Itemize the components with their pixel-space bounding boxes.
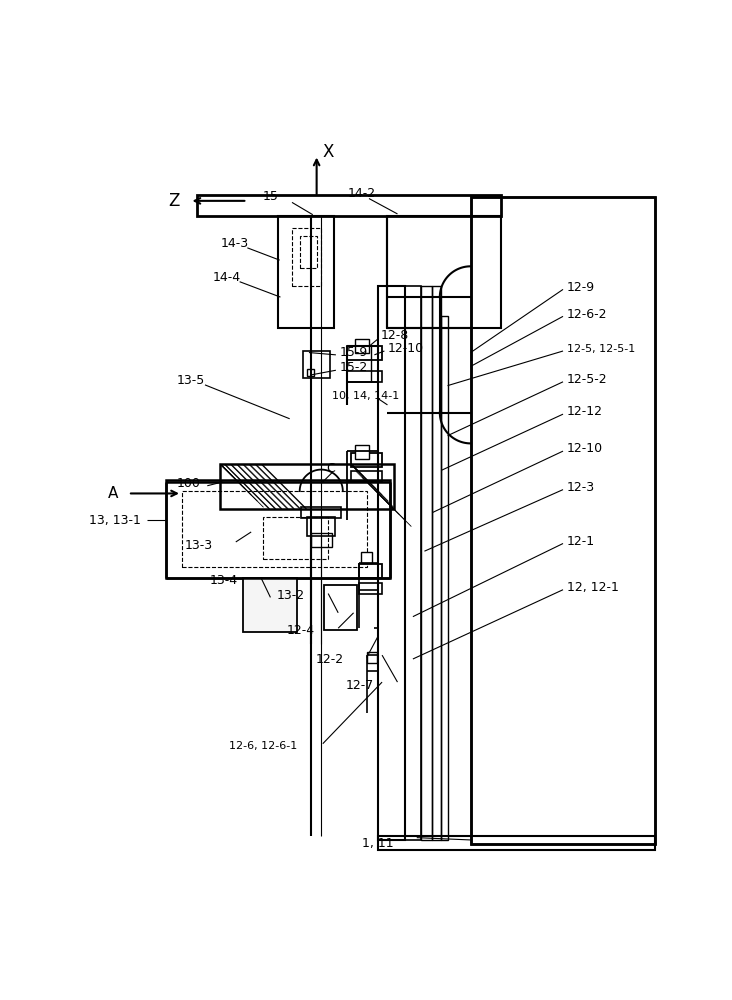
Text: 12-5, 12-5-1: 12-5, 12-5-1 <box>567 344 635 354</box>
Text: 15: 15 <box>263 190 279 204</box>
Text: 14-3: 14-3 <box>220 237 248 250</box>
Bar <box>292 228 321 286</box>
Text: 14-4: 14-4 <box>213 271 241 284</box>
Text: 13-3: 13-3 <box>184 539 213 552</box>
Text: 12-2: 12-2 <box>315 653 343 666</box>
Text: 100: 100 <box>176 477 201 490</box>
Bar <box>362 552 372 563</box>
Bar <box>182 491 367 567</box>
Bar <box>406 286 421 840</box>
Bar <box>421 286 432 840</box>
Bar <box>244 578 297 632</box>
Text: X: X <box>322 143 333 161</box>
Bar <box>359 583 382 594</box>
Text: 12-7: 12-7 <box>346 679 374 692</box>
Bar <box>166 480 389 578</box>
Bar <box>367 652 378 663</box>
Bar <box>263 517 328 559</box>
Text: 1, 11: 1, 11 <box>362 837 394 850</box>
Text: 12-9: 12-9 <box>567 281 595 294</box>
Bar <box>359 564 382 578</box>
Text: 15-9: 15-9 <box>340 346 368 359</box>
Bar <box>441 316 447 840</box>
Bar <box>303 351 330 378</box>
Text: 13-5: 13-5 <box>176 374 205 387</box>
Bar <box>355 445 369 459</box>
Bar <box>311 533 332 547</box>
Text: 12-5-2: 12-5-2 <box>567 373 608 386</box>
Bar <box>471 197 655 844</box>
Text: C: C <box>326 462 335 475</box>
Bar <box>378 286 406 840</box>
Text: 15-2: 15-2 <box>340 361 368 374</box>
Text: A: A <box>108 486 118 501</box>
Bar <box>324 585 356 630</box>
Bar <box>432 286 441 840</box>
Bar <box>387 216 501 328</box>
Bar <box>220 464 394 509</box>
Text: 13-4: 13-4 <box>210 574 238 587</box>
Bar <box>351 471 382 482</box>
Text: 12-1: 12-1 <box>567 535 595 548</box>
Bar <box>278 216 334 328</box>
Text: 12-6, 12-6-1: 12-6, 12-6-1 <box>229 741 297 751</box>
Bar <box>307 517 335 536</box>
Bar <box>198 195 501 216</box>
Text: 12-6-2: 12-6-2 <box>567 308 608 321</box>
Text: 12-10: 12-10 <box>387 342 424 355</box>
Text: 14-2: 14-2 <box>348 187 376 200</box>
Text: 12, 12-1: 12, 12-1 <box>567 581 619 594</box>
Text: 12-12: 12-12 <box>567 405 603 418</box>
Bar <box>471 197 655 844</box>
Bar <box>355 339 369 353</box>
Text: 12-4: 12-4 <box>287 624 315 637</box>
Text: 13-2: 13-2 <box>277 589 305 602</box>
Text: 10, 14, 14-1: 10, 14, 14-1 <box>332 391 399 401</box>
Bar <box>302 507 341 518</box>
Text: Z: Z <box>168 192 179 210</box>
Text: 12-10: 12-10 <box>567 442 603 455</box>
Text: 12-8: 12-8 <box>381 329 408 342</box>
Bar <box>348 346 382 360</box>
Bar <box>299 235 317 268</box>
Bar <box>348 371 382 382</box>
Bar <box>351 453 382 466</box>
Bar <box>307 369 313 376</box>
Text: 13, 13-1: 13, 13-1 <box>89 514 141 527</box>
Text: 12-3: 12-3 <box>567 481 595 494</box>
Bar <box>378 836 655 850</box>
